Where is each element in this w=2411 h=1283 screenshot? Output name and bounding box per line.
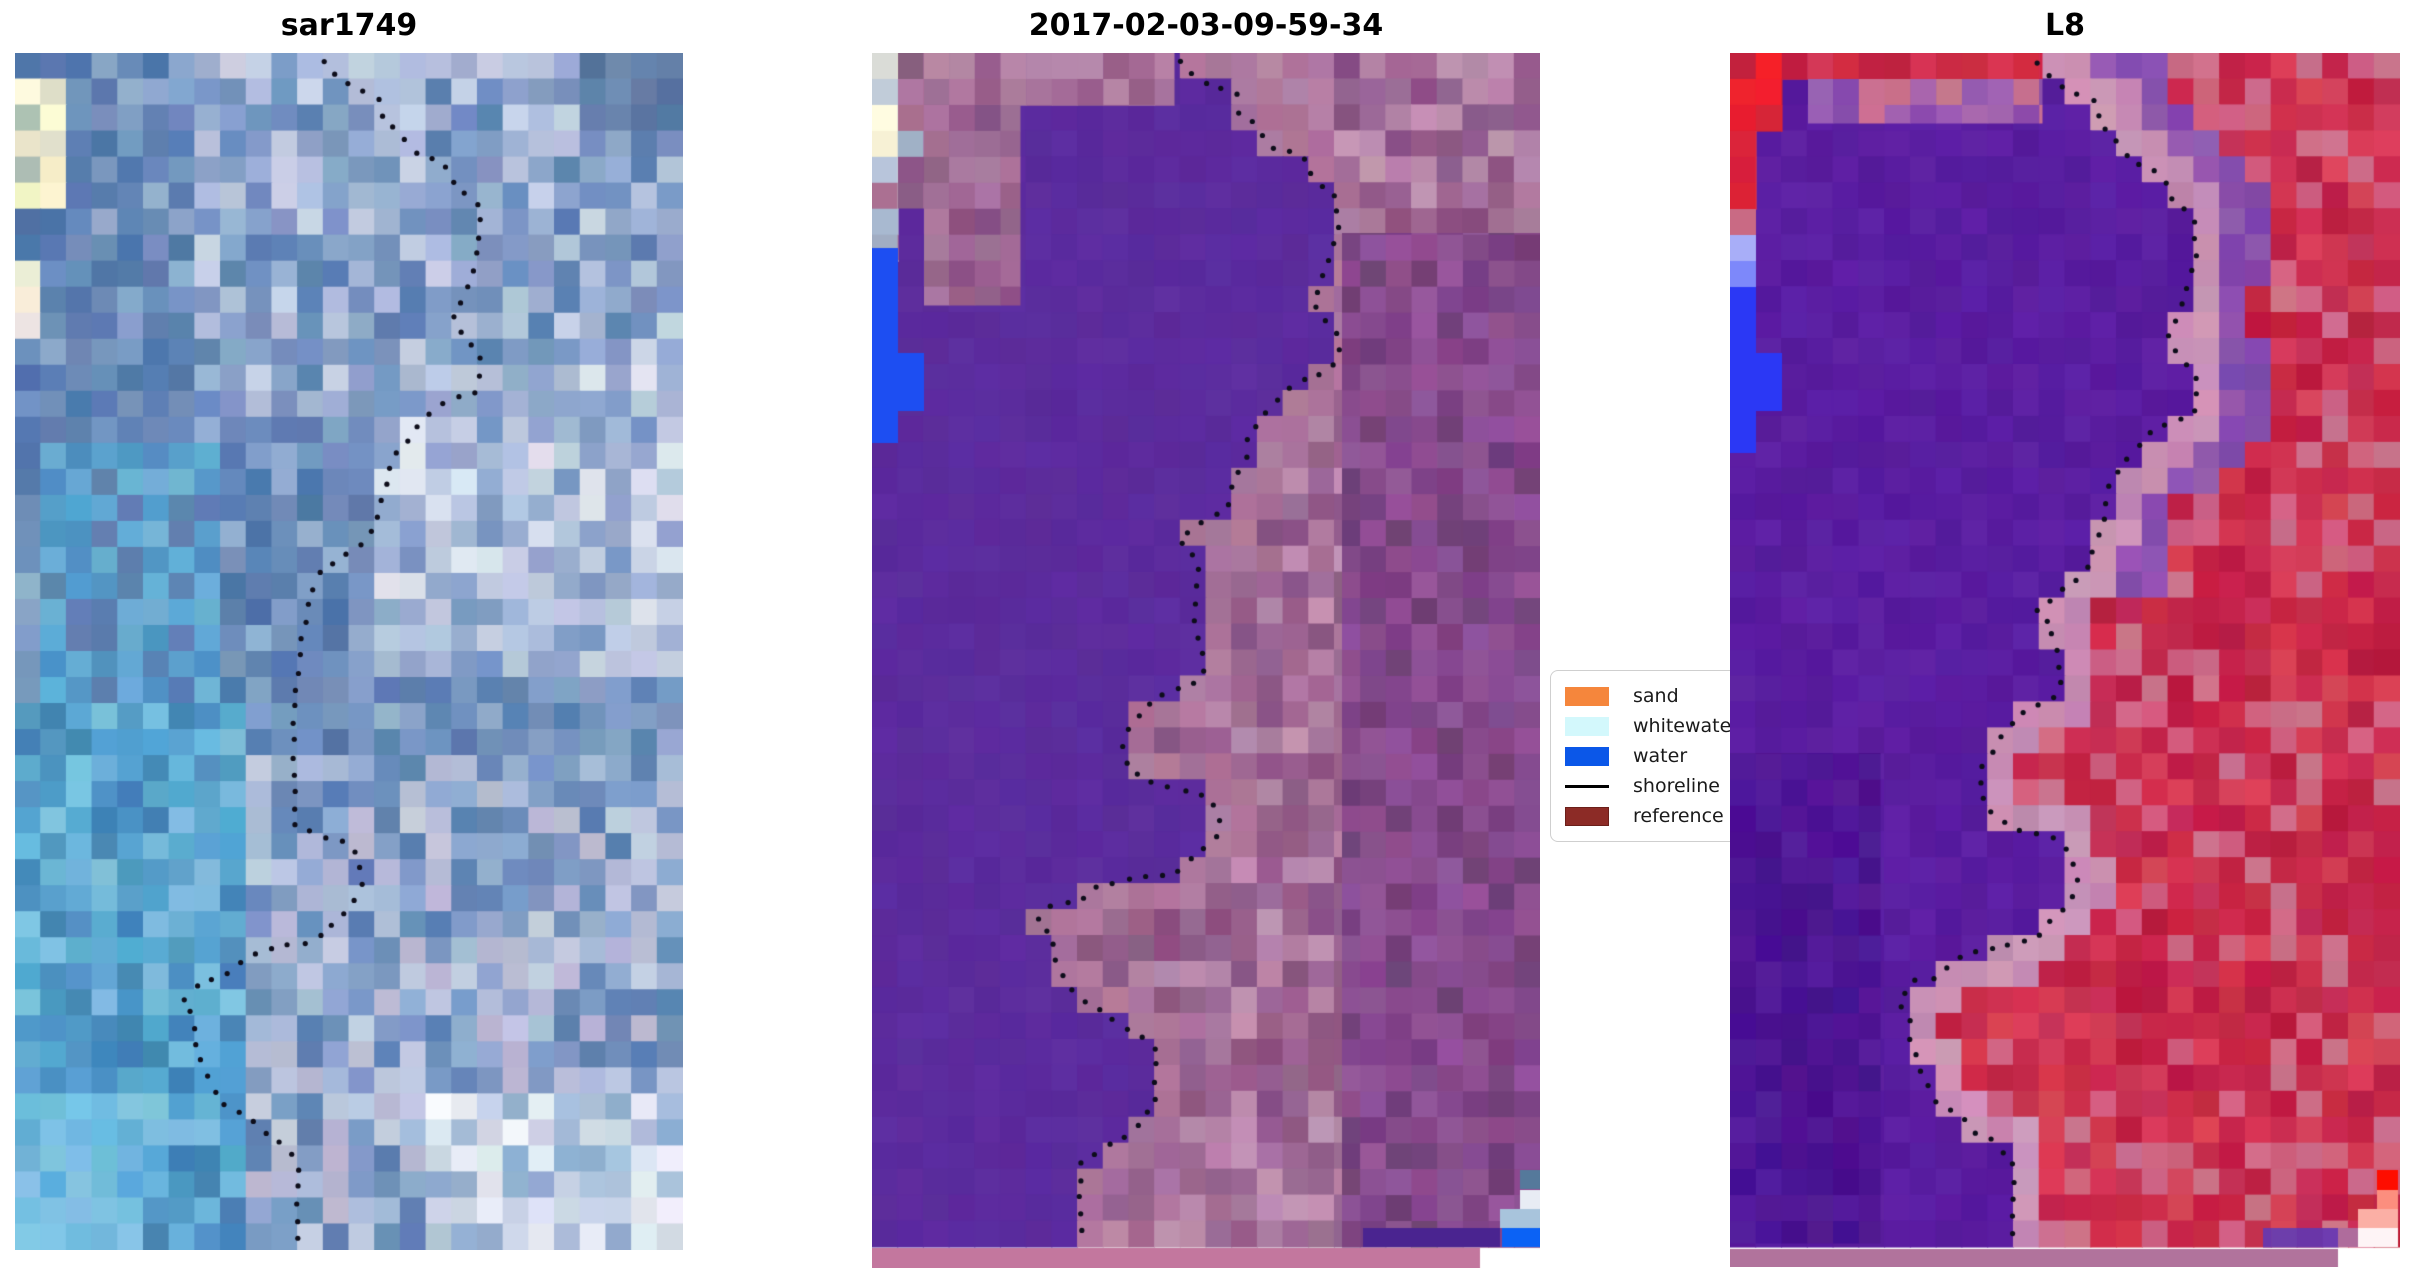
legend-label: water (1633, 745, 1688, 767)
legend-line-swatch (1565, 784, 1609, 788)
legend-item-shoreline: shoreline (1565, 771, 1800, 801)
legend-label: shoreline (1633, 775, 1720, 797)
panel-image-s2-date (872, 53, 1540, 1268)
legend-color-swatch (1565, 806, 1609, 826)
legend-color-swatch (1565, 716, 1609, 736)
panel-title-date: 2017-02-03-09-59-34 (1028, 8, 1384, 43)
legend-label: whitewater (1633, 715, 1740, 737)
legend-item-sand: sand (1565, 681, 1800, 711)
panel-image-l8 (1730, 53, 2400, 1267)
panel-title-l8: L8 (2045, 8, 2085, 43)
legend-item-whitewater: whitewater (1565, 711, 1800, 741)
legend-color-swatch (1565, 686, 1609, 706)
legend-label: sand (1633, 685, 1679, 707)
panel-image-sar1749 (15, 53, 683, 1250)
legend-item-water: water (1565, 741, 1800, 771)
legend-color-swatch (1565, 746, 1609, 766)
panel-title-sar1749: sar1749 (280, 8, 418, 43)
